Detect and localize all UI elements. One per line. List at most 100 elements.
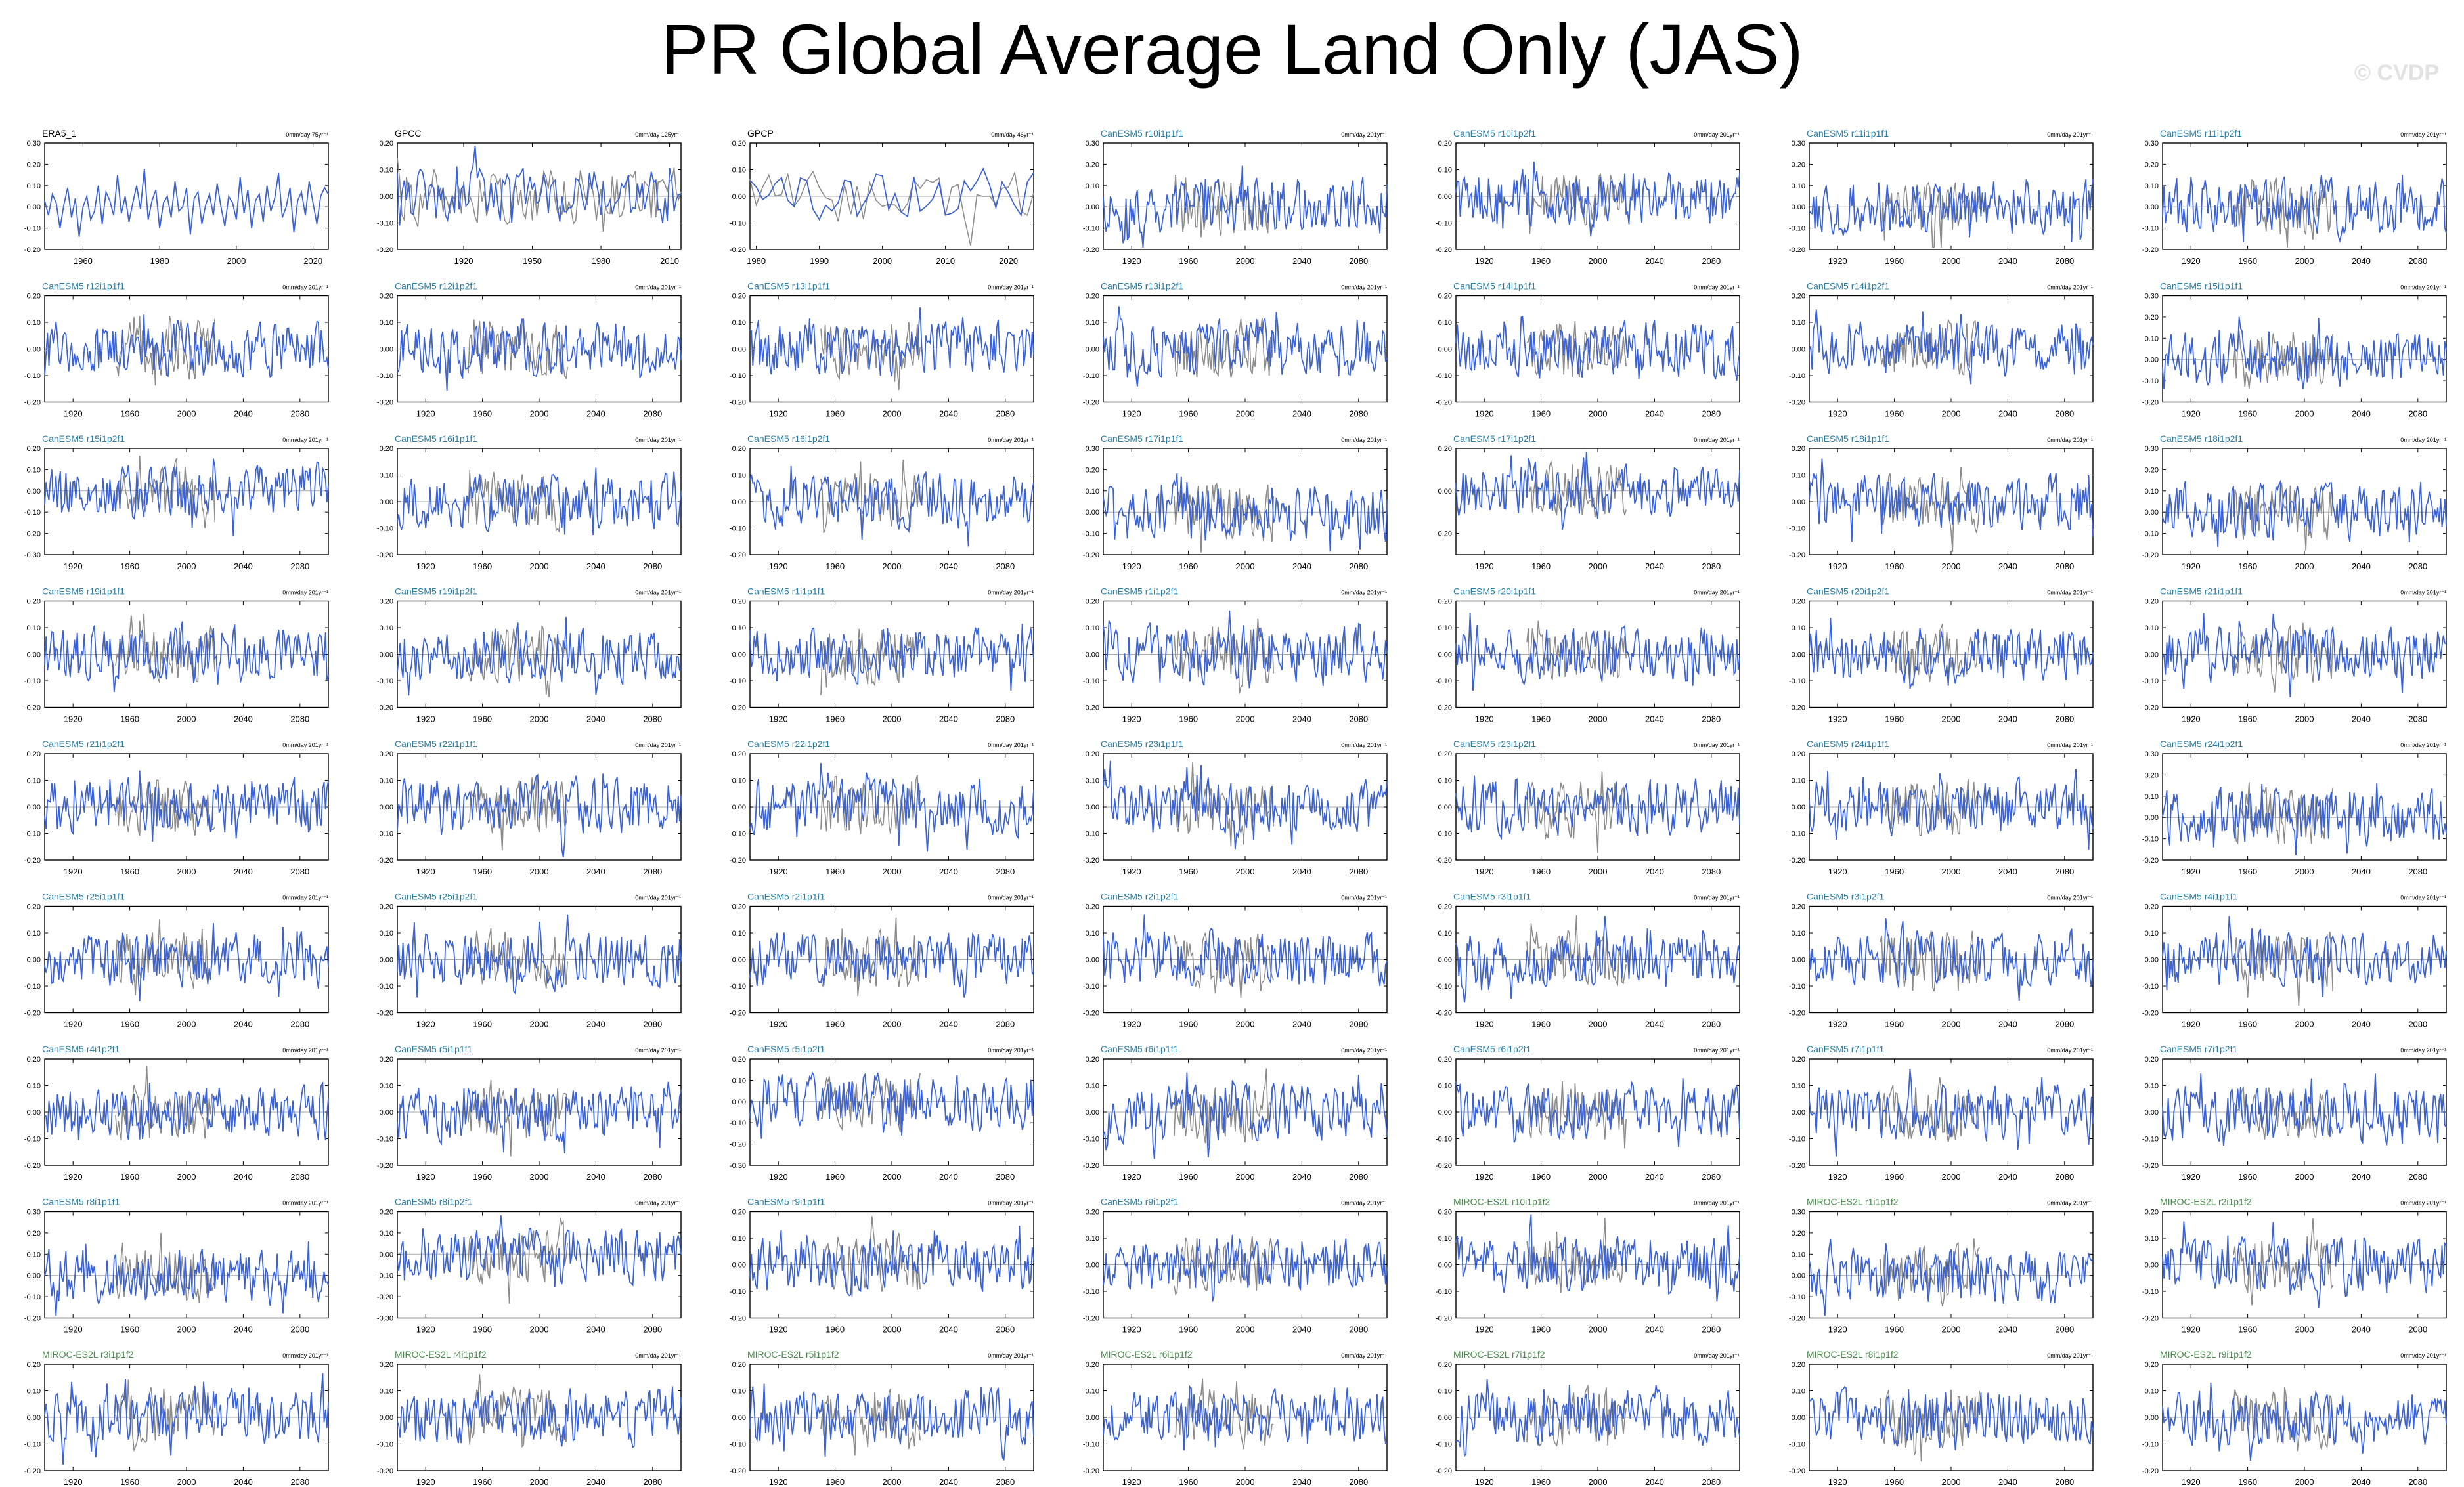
x-tick-label: 2040 xyxy=(1292,1020,1311,1029)
x-tick-label: 1920 xyxy=(1828,1172,1847,1182)
y-tick-label: 0.20 xyxy=(380,140,393,148)
x-tick-label: 1920 xyxy=(1475,1172,1494,1182)
x-tick-label: 2080 xyxy=(643,1325,662,1335)
y-tick-label: -0.10 xyxy=(2142,678,2159,685)
y-tick-label: -0.20 xyxy=(730,1010,746,1018)
x-tick-label: 2080 xyxy=(1349,867,1368,876)
x-tick-label: 2080 xyxy=(996,1325,1015,1335)
y-tick-label: 0.20 xyxy=(380,598,393,606)
y-tick-label: 0.00 xyxy=(732,957,746,964)
x-tick-label: 1920 xyxy=(769,1325,788,1335)
x-tick-label: 2000 xyxy=(883,1172,902,1182)
trend-label: 0mm/day 201yr⁻¹ xyxy=(635,284,681,291)
y-tick-label: 0.30 xyxy=(2145,293,2159,301)
trend-label: 0mm/day 201yr⁻¹ xyxy=(1694,1200,1740,1207)
x-tick-label: 2000 xyxy=(1589,561,1608,571)
x-tick-label: 2040 xyxy=(1645,714,1664,724)
y-tick-label: -0.10 xyxy=(730,1441,746,1449)
y-tick-label: 0.10 xyxy=(1438,624,1452,632)
x-tick-label: 2080 xyxy=(290,1172,309,1182)
y-tick-label: 0.10 xyxy=(27,777,41,785)
x-tick-label: 2080 xyxy=(1349,714,1368,724)
trend-label: 0mm/day 201yr⁻¹ xyxy=(2047,895,2093,901)
y-tick-label: 0.20 xyxy=(380,903,393,911)
y-tick-label: 0.10 xyxy=(1792,472,1805,480)
y-tick-label: -0.10 xyxy=(2142,1136,2159,1144)
series-line xyxy=(749,1383,1034,1461)
panel-label: MIROC-ES2L r7i1p1f2 xyxy=(1453,1349,1545,1360)
y-tick-label: -0.20 xyxy=(1789,1315,1805,1323)
x-tick-label: 1960 xyxy=(1885,1020,1904,1029)
x-tick-label: 2080 xyxy=(1349,1325,1368,1335)
trend-label: 0mm/day 201yr⁻¹ xyxy=(2047,437,2093,443)
x-tick-label: 2000 xyxy=(530,714,549,724)
chart-panel: CanESM5 r18i1p2f1 0mm/day 201yr⁻¹ -0.20 -0.… xyxy=(2142,433,2447,571)
reference-series-line xyxy=(1174,174,1274,238)
x-tick-label: 2040 xyxy=(234,867,253,876)
reference-series-line xyxy=(1174,932,1274,998)
y-tick-label: -0.10 xyxy=(1083,1288,1099,1296)
chart-panel: MIROC-ES2L r3i1p1f2 0mm/day 201yr⁻¹ -0.20 -… xyxy=(24,1349,329,1487)
x-tick-label: 2000 xyxy=(883,409,902,419)
chart-panel: MIROC-ES2L r4i1p1f2 0mm/day 201yr⁻¹ -0.20 -… xyxy=(377,1349,682,1487)
x-tick-label: 1960 xyxy=(74,256,93,266)
chart-panel: CanESM5 r14i1p1f1 0mm/day 201yr⁻¹ -0.20 -0.… xyxy=(1436,281,1740,419)
x-tick-label: 1960 xyxy=(1885,867,1904,876)
x-tick-label: 1920 xyxy=(64,1325,83,1335)
x-tick-label: 2080 xyxy=(2055,409,2074,419)
trend-label: 0mm/day 201yr⁻¹ xyxy=(282,742,328,748)
chart-panel: CanESM5 r23i1p1f1 0mm/day 201yr⁻¹ -0.20 -0.… xyxy=(1083,739,1388,876)
x-tick-label: 1920 xyxy=(2182,714,2201,724)
y-tick-label: -0.20 xyxy=(730,1141,746,1149)
y-tick-label: 0.10 xyxy=(27,1251,41,1259)
y-tick-label: 0.20 xyxy=(1438,1209,1452,1217)
y-tick-label: 0.20 xyxy=(732,1209,746,1217)
chart-panel: CanESM5 r4i1p2f1 0mm/day 201yr⁻¹ -0.20 -0.1… xyxy=(24,1044,329,1182)
series-line xyxy=(1455,161,1740,237)
x-tick-label: 2000 xyxy=(1942,256,1961,266)
x-tick-label: 1960 xyxy=(473,1325,492,1335)
panel-label: CanESM5 r2i1p1f1 xyxy=(747,892,825,902)
y-tick-label: 0.00 xyxy=(2145,957,2159,964)
y-tick-label: 0.20 xyxy=(1086,598,1099,606)
y-tick-label: 0.10 xyxy=(1792,1083,1805,1090)
y-tick-label: 0.00 xyxy=(1086,509,1099,517)
y-tick-label: -0.20 xyxy=(1789,1162,1805,1170)
x-tick-label: 1920 xyxy=(2182,1020,2201,1029)
y-tick-label: -0.10 xyxy=(730,983,746,991)
chart-panel: MIROC-ES2L r6i1p1f2 0mm/day 201yr⁻¹ -0.20 -… xyxy=(1083,1349,1388,1487)
x-tick-label: 2080 xyxy=(643,867,662,876)
x-tick-label: 1960 xyxy=(825,409,845,419)
series-line xyxy=(1809,618,2094,689)
y-tick-label: -0.10 xyxy=(2142,225,2159,233)
y-tick-label: -0.20 xyxy=(24,704,41,712)
x-tick-label: 1920 xyxy=(1828,409,1847,419)
x-tick-label: 1980 xyxy=(592,256,611,266)
y-tick-label: 0.20 xyxy=(732,293,746,301)
y-tick-label: -0.10 xyxy=(1789,372,1805,380)
x-tick-label: 2000 xyxy=(2295,409,2314,419)
x-tick-label: 1920 xyxy=(416,1172,435,1182)
series-line xyxy=(1809,1239,2094,1316)
y-tick-label: -0.20 xyxy=(1436,704,1452,712)
series-line xyxy=(1103,1072,1388,1159)
y-tick-label: 0.10 xyxy=(732,777,746,785)
y-tick-label: -0.20 xyxy=(1083,704,1099,712)
y-tick-label: 0.30 xyxy=(27,1209,41,1217)
y-tick-label: -0.10 xyxy=(1436,830,1452,838)
x-tick-label: 2040 xyxy=(2352,256,2371,266)
x-tick-label: 2040 xyxy=(586,409,605,419)
chart-panel: MIROC-ES2L r9i1p1f2 0mm/day 201yr⁻¹ -0.20 -… xyxy=(2142,1349,2447,1487)
chart-panel: CanESM5 r22i1p1f1 0mm/day 201yr⁻¹ -0.20 -0.… xyxy=(377,739,682,876)
panel-label: MIROC-ES2L r6i1p1f2 xyxy=(1101,1349,1193,1360)
x-tick-label: 1960 xyxy=(2238,561,2257,571)
x-tick-label: 1920 xyxy=(1475,561,1494,571)
series-line xyxy=(2162,479,2447,547)
x-tick-label: 1920 xyxy=(1828,867,1847,876)
x-tick-label: 1920 xyxy=(1828,256,1847,266)
series-line xyxy=(749,1226,1034,1297)
panel-label: CanESM5 r8i1p1f1 xyxy=(42,1197,120,1207)
x-tick-label: 2080 xyxy=(1702,867,1721,876)
y-tick-label: -0.10 xyxy=(1436,1136,1452,1144)
x-tick-label: 1920 xyxy=(2182,1477,2201,1487)
